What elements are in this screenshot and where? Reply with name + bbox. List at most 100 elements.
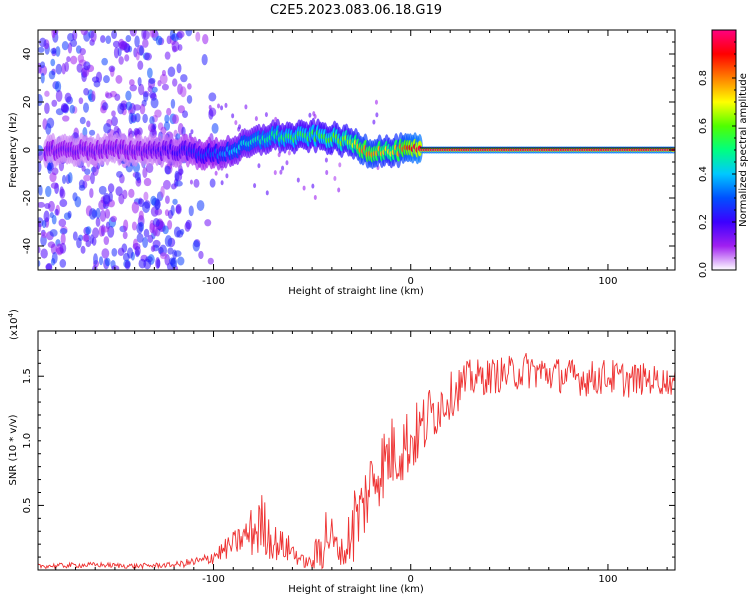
noise-blob	[38, 246, 41, 254]
snr-y-label: SNR (10 * v/v)	[8, 414, 19, 485]
noise-blob	[83, 102, 90, 113]
noise-blob	[171, 40, 180, 52]
noise-blob	[40, 248, 48, 259]
noise-blob	[238, 124, 242, 130]
noise-blob	[211, 122, 219, 134]
noise-blob	[137, 77, 142, 87]
noise-blob	[59, 186, 64, 197]
spectrogram-y-label: Frequency (Hz)	[8, 112, 19, 188]
noise-blob	[78, 97, 84, 105]
noise-blob	[131, 221, 137, 231]
spectrogram-ridge-layer	[42, 117, 675, 171]
noise-blob	[176, 63, 182, 74]
noise-blob	[122, 231, 128, 240]
noise-blob	[149, 30, 155, 38]
noise-blob	[104, 257, 111, 267]
noise-blob	[142, 38, 149, 48]
noise-blob	[133, 104, 141, 111]
noise-blob	[164, 51, 171, 60]
noise-blob	[110, 215, 117, 223]
noise-blob	[189, 179, 193, 185]
noise-blob	[208, 92, 217, 102]
snr-y-tick-label: 1.5	[22, 368, 33, 384]
noise-blob	[117, 247, 125, 257]
noise-blob	[116, 171, 123, 178]
noise-blob	[112, 40, 120, 48]
noise-blob	[279, 169, 283, 175]
noise-blob	[165, 195, 170, 204]
noise-blob	[89, 234, 94, 245]
noise-blob	[154, 198, 161, 211]
spectrogram-x-tick-label: 0	[408, 276, 414, 287]
noise-blob	[45, 123, 52, 135]
noise-blob	[136, 233, 144, 243]
noise-blob	[101, 57, 108, 66]
noise-blob	[131, 201, 140, 214]
noise-blob	[138, 210, 144, 221]
colorbar-tick-label: 0.8	[698, 70, 709, 86]
noise-blob	[78, 184, 86, 191]
spectrogram-panel: -100 0 100 -40 -20 0 20 40 Height of straight l…	[8, 29, 676, 297]
noise-blob	[76, 237, 82, 249]
colorbar-tick-label: 0.6	[698, 118, 709, 134]
noise-blob	[217, 103, 221, 109]
noise-blob	[160, 185, 165, 198]
noise-blob	[124, 54, 130, 62]
noise-blob	[155, 35, 163, 46]
noise-blob	[187, 83, 192, 90]
noise-blob	[38, 260, 41, 267]
noise-blob	[149, 116, 155, 125]
snr-frame	[37, 330, 676, 571]
noise-blob	[51, 30, 56, 39]
noise-blob	[93, 253, 98, 266]
noise-blob	[59, 259, 67, 268]
noise-blob	[143, 177, 152, 187]
noise-blob	[118, 56, 124, 65]
noise-blob	[43, 210, 50, 223]
noise-blob	[195, 31, 201, 42]
snr-series-line	[38, 352, 675, 570]
noise-blob	[115, 75, 123, 84]
noise-blob	[85, 226, 92, 235]
noise-blob	[38, 150, 44, 162]
noise-blob	[119, 40, 128, 47]
noise-blob	[50, 182, 59, 189]
noise-blob	[185, 30, 193, 37]
noise-blob	[311, 183, 315, 189]
noise-blob	[50, 58, 56, 67]
noise-blob	[164, 114, 170, 124]
noise-blob	[139, 103, 146, 115]
noise-blob	[175, 133, 181, 141]
noise-blob	[143, 228, 150, 238]
noise-blob	[133, 127, 140, 136]
noise-blob	[287, 150, 291, 156]
noise-blob	[180, 74, 188, 83]
noise-blob	[325, 170, 329, 176]
snr-x-tick-label: 100	[598, 574, 617, 585]
noise-blob	[142, 201, 150, 213]
noise-blob	[142, 237, 148, 248]
snr-plot-area	[38, 331, 675, 570]
noise-blob	[62, 115, 70, 122]
noise-blob	[134, 245, 141, 256]
noise-blob	[55, 46, 61, 57]
noise-blob	[173, 226, 181, 238]
noise-blob	[154, 109, 162, 118]
noise-blob	[337, 187, 341, 193]
noise-blob	[123, 259, 131, 269]
noise-blob	[170, 204, 175, 216]
noise-blob	[98, 185, 107, 195]
noise-blob	[59, 199, 68, 208]
noise-blob	[180, 228, 185, 235]
noise-blob	[79, 116, 86, 125]
noise-blob	[103, 75, 110, 84]
spectrogram-x-label: Height of straight line (km)	[288, 286, 424, 297]
noise-blob	[51, 99, 58, 107]
noise-blob	[142, 30, 150, 40]
noise-blob	[59, 228, 68, 235]
noise-blob	[128, 188, 135, 199]
noise-blob	[374, 99, 378, 105]
noise-blob	[137, 60, 144, 71]
noise-blob	[177, 256, 185, 266]
noise-blob	[148, 77, 156, 84]
